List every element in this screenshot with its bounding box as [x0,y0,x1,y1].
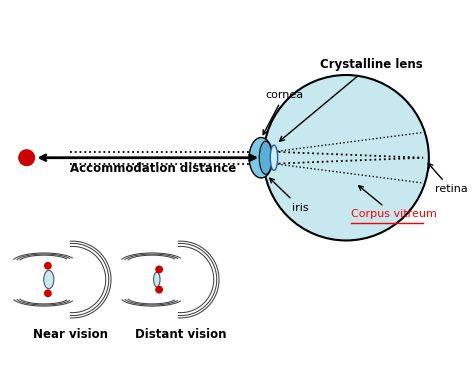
Text: Corpus vitreum: Corpus vitreum [351,186,437,219]
Text: iris: iris [270,178,309,212]
Ellipse shape [259,141,272,174]
Text: cornea: cornea [263,90,303,135]
Ellipse shape [270,145,278,170]
Circle shape [156,286,162,293]
Ellipse shape [44,270,54,289]
Text: Crystalline lens: Crystalline lens [280,58,423,141]
Circle shape [264,75,429,240]
Ellipse shape [154,272,160,287]
Circle shape [45,290,51,296]
Circle shape [45,263,51,269]
Text: Accommodation distance: Accommodation distance [70,163,236,175]
Circle shape [156,266,162,273]
Text: retina: retina [428,163,467,194]
Ellipse shape [249,137,273,178]
Circle shape [19,150,35,166]
Text: Distant vision: Distant vision [135,328,227,341]
Text: Near vision: Near vision [33,328,108,341]
